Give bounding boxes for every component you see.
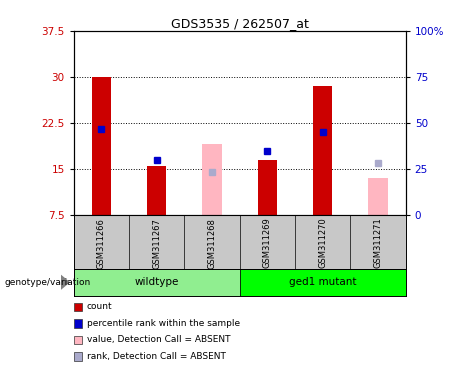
Text: GSM311267: GSM311267 xyxy=(152,218,161,268)
Bar xyxy=(92,77,111,215)
Text: value, Detection Call = ABSENT: value, Detection Call = ABSENT xyxy=(87,335,230,344)
Bar xyxy=(202,144,222,215)
Bar xyxy=(258,160,277,215)
Text: genotype/variation: genotype/variation xyxy=(5,278,91,287)
Text: count: count xyxy=(87,302,112,311)
Bar xyxy=(240,269,406,296)
Polygon shape xyxy=(61,275,70,290)
Text: GSM311266: GSM311266 xyxy=(97,218,106,268)
Bar xyxy=(368,178,388,215)
Text: wildtype: wildtype xyxy=(135,277,179,287)
Text: GSM311271: GSM311271 xyxy=(373,218,383,268)
Title: GDS3535 / 262507_at: GDS3535 / 262507_at xyxy=(171,17,309,30)
Bar xyxy=(74,269,240,296)
Text: GSM311270: GSM311270 xyxy=(318,218,327,268)
Text: GSM311269: GSM311269 xyxy=(263,218,272,268)
Text: GSM311268: GSM311268 xyxy=(207,218,217,268)
Text: ged1 mutant: ged1 mutant xyxy=(289,277,356,287)
Text: rank, Detection Call = ABSENT: rank, Detection Call = ABSENT xyxy=(87,352,225,361)
Bar xyxy=(313,86,332,215)
Bar xyxy=(147,166,166,215)
Text: percentile rank within the sample: percentile rank within the sample xyxy=(87,319,240,328)
